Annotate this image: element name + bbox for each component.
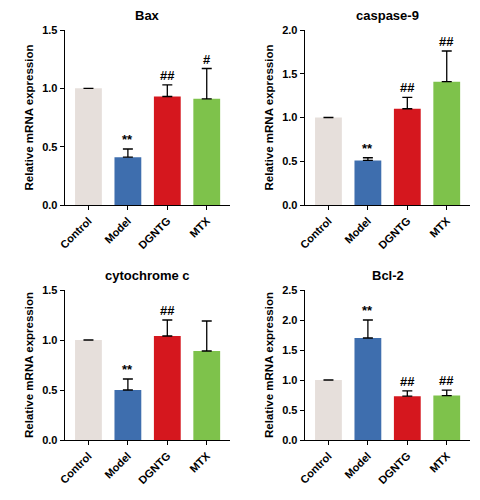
svg-text:##: ##: [160, 68, 175, 83]
svg-text:0.5: 0.5: [42, 384, 57, 396]
svg-text:Control: Control: [298, 215, 334, 251]
svg-text:Control: Control: [58, 450, 94, 486]
svg-text:Control: Control: [298, 450, 334, 486]
svg-text:DGNTG: DGNTG: [376, 215, 413, 252]
svg-text:0.0: 0.0: [42, 199, 57, 211]
svg-text:0.5: 0.5: [282, 404, 297, 416]
svg-text:**: **: [122, 362, 133, 377]
svg-text:Relative mRNA expression: Relative mRNA expression: [23, 45, 35, 191]
svg-text:##: ##: [400, 80, 415, 95]
svg-text:2.5: 2.5: [282, 284, 297, 296]
svg-text:0.0: 0.0: [42, 434, 57, 446]
svg-text:#: #: [203, 52, 211, 67]
svg-text:Relative mRNA expression: Relative mRNA expression: [23, 292, 35, 438]
svg-text:Relative mRNA expression: Relative mRNA expression: [263, 45, 275, 191]
svg-text:DGNTG: DGNTG: [376, 450, 413, 487]
svg-text:Relative mRNA expression: Relative mRNA expression: [263, 292, 275, 438]
svg-text:Bcl-2: Bcl-2: [372, 268, 404, 283]
svg-text:**: **: [362, 303, 373, 318]
svg-text:##: ##: [439, 373, 454, 388]
svg-text:1.5: 1.5: [42, 284, 57, 296]
svg-text:caspase-9: caspase-9: [356, 8, 419, 23]
svg-text:MTX: MTX: [427, 449, 452, 474]
svg-text:Control: Control: [58, 215, 94, 251]
svg-text:0.0: 0.0: [282, 199, 297, 211]
svg-text:1.0: 1.0: [42, 334, 57, 346]
svg-text:2.0: 2.0: [282, 314, 297, 326]
svg-text:DGNTG: DGNTG: [136, 215, 173, 252]
svg-text:MTX: MTX: [427, 214, 452, 239]
svg-text:**: **: [362, 141, 373, 156]
svg-text:Model: Model: [342, 450, 373, 481]
svg-text:0.5: 0.5: [42, 141, 57, 153]
svg-text:0.5: 0.5: [282, 155, 297, 167]
svg-text:1.0: 1.0: [282, 111, 297, 123]
svg-text:2.0: 2.0: [282, 24, 297, 36]
svg-text:1.0: 1.0: [282, 374, 297, 386]
svg-text:##: ##: [400, 374, 415, 389]
svg-text:Bax: Bax: [135, 8, 160, 23]
svg-text:MTX: MTX: [187, 214, 212, 239]
svg-text:Model: Model: [102, 215, 133, 246]
svg-text:1.0: 1.0: [42, 82, 57, 94]
svg-text:cytochrome c: cytochrome c: [105, 268, 190, 283]
svg-text:1.5: 1.5: [282, 68, 297, 80]
svg-text:MTX: MTX: [187, 449, 212, 474]
svg-text:1.5: 1.5: [42, 24, 57, 36]
svg-text:DGNTG: DGNTG: [136, 450, 173, 487]
svg-text:##: ##: [160, 303, 175, 318]
svg-text:0.0: 0.0: [282, 434, 297, 446]
svg-text:1.5: 1.5: [282, 344, 297, 356]
svg-text:**: **: [122, 132, 133, 147]
svg-text:##: ##: [439, 34, 454, 49]
svg-text:Model: Model: [102, 450, 133, 481]
svg-text:Model: Model: [342, 215, 373, 246]
